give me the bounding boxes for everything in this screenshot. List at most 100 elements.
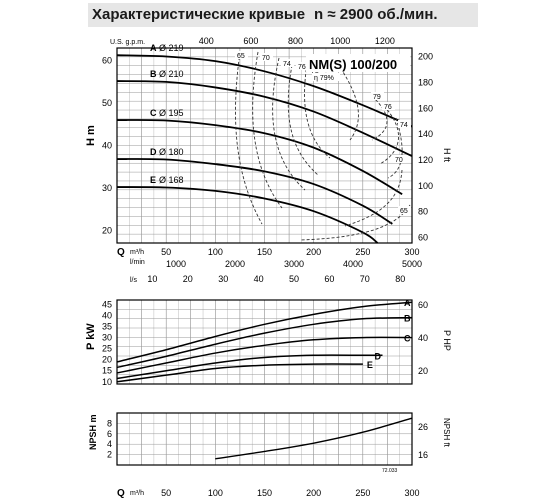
xaxis-lmin-tick: 5000 <box>402 259 422 269</box>
xaxis-ls-tick: 40 <box>254 274 264 284</box>
npsh-xaxis-q-letter: Q <box>117 488 125 499</box>
efficiency-label-bg <box>296 62 309 70</box>
head-ytick-label: 20 <box>102 225 112 235</box>
power-ytick-label: 45 <box>102 299 112 309</box>
npsh-xaxis-tick: 300 <box>404 488 419 498</box>
efficiency-label: 65 <box>237 53 245 60</box>
xaxis-lmin-tick: 1000 <box>166 259 186 269</box>
npsh-ylabel: NPSH m <box>88 414 98 450</box>
xaxis-lmin-tick: 4000 <box>343 259 363 269</box>
power-curve-a <box>116 301 413 363</box>
npsh-ytick-label: 8 <box>107 418 112 428</box>
xaxis-m3h-tick: 300 <box>404 247 419 257</box>
npsh-ytick-label: 4 <box>107 439 112 449</box>
head-ytick-right-label: 100 <box>418 181 433 191</box>
head-curve-letter-a: A <box>150 43 157 53</box>
power-curve-d <box>116 354 383 380</box>
npsh-xaxis-tick: 50 <box>161 488 171 498</box>
xaxis-lmin-unit: l/min <box>130 259 145 266</box>
model-label-bg <box>306 54 410 72</box>
power-curve-e <box>116 363 363 383</box>
head-curve-diameter-e: Ø 168 <box>159 175 184 185</box>
efficiency-label: 70 <box>262 55 270 62</box>
power-ytick-right-label: 40 <box>418 333 428 343</box>
power-ytick-label: 20 <box>102 355 112 365</box>
npsh-ylabel-right: NPSH ft <box>442 418 451 448</box>
head-curve-letter-c: C <box>150 108 157 118</box>
xaxis-m3h-tick: 100 <box>208 247 223 257</box>
head-ytick-right-label: 160 <box>418 103 433 113</box>
xaxis-ls-tick: 30 <box>218 274 228 284</box>
power-curve-b <box>116 316 413 369</box>
xaxis-q-letter: Q <box>117 247 125 258</box>
efficiency-curve <box>344 169 403 227</box>
efficiency-label-bg <box>398 206 411 214</box>
npsh-xaxis-unit: m³/h <box>130 490 144 497</box>
efficiency-label-bg <box>281 59 294 67</box>
efficiency-label: 79 <box>373 94 381 101</box>
xaxis-ls-unit: l/s <box>130 277 138 284</box>
efficiency-curve <box>299 204 411 241</box>
power-ytick-right-label: 20 <box>418 366 428 376</box>
xaxis-lmin-tick: 2000 <box>225 259 245 269</box>
xaxis-gpm-tick: 400 <box>199 36 214 46</box>
head-frame <box>116 47 413 244</box>
power-ytick-label: 40 <box>102 310 112 320</box>
efficiency-label: η 79% <box>314 75 334 82</box>
chart-title: Характеристические кривые <box>92 6 306 23</box>
power-ylabel-right: P HP <box>442 330 452 351</box>
head-curve-diameter-c: Ø 195 <box>159 108 184 118</box>
head-curve-diameter-d: Ø 180 <box>159 147 184 157</box>
efficiency-label-bg <box>382 102 395 110</box>
xaxis-ls-tick: 50 <box>289 274 299 284</box>
xaxis-ls-tick: 10 <box>147 274 157 284</box>
power-curve-label-d: D <box>375 351 382 361</box>
efficiency-label-bg <box>312 73 340 81</box>
head-curve-diameter-b: Ø 210 <box>159 69 184 79</box>
head-curve-letter-d: D <box>150 147 157 157</box>
head-curve-a <box>116 54 413 128</box>
efficiency-curve <box>272 57 306 191</box>
head-ytick-right-label: 180 <box>418 78 433 88</box>
efficiency-label: 76 <box>298 64 306 71</box>
model-label: NM(S) 100/200 <box>309 57 397 72</box>
power-curve-label-b: B <box>404 314 411 324</box>
efficiency-curve <box>379 105 399 165</box>
npsh-ytick-label: 6 <box>107 429 112 439</box>
xaxis-ls-tick: 70 <box>360 274 370 284</box>
drawing-code: 72.033 <box>382 468 398 474</box>
xaxis-m3h-tick: 50 <box>161 247 171 257</box>
xaxis-ls-tick: 20 <box>183 274 193 284</box>
efficiency-curve <box>371 95 388 141</box>
head-ylabel-right: H ft <box>442 148 452 163</box>
xaxis-ls-tick: 60 <box>324 274 334 284</box>
head-ytick-label: 40 <box>102 141 112 151</box>
power-ytick-label: 15 <box>102 366 112 376</box>
head-curve-e <box>116 186 379 244</box>
power-ytick-label: 35 <box>102 322 112 332</box>
power-ytick-right-label: 60 <box>418 300 428 310</box>
xaxis-m3h-tick: 250 <box>355 247 370 257</box>
head-curve-b <box>116 80 413 157</box>
power-ylabel: P kW <box>85 323 97 350</box>
npsh-ytick-right-label: 16 <box>418 450 428 460</box>
xaxis-gpm-tick: 1200 <box>375 36 395 46</box>
head-ylabel: H m <box>85 125 97 146</box>
power-frame <box>116 299 413 385</box>
head-ytick-right-label: 60 <box>418 233 428 243</box>
npsh-xaxis-tick: 150 <box>257 488 272 498</box>
npsh-xaxis-tick: 200 <box>306 488 321 498</box>
xaxis-ls-tick: 80 <box>395 274 405 284</box>
header-bar <box>88 3 478 27</box>
efficiency-curve <box>235 51 263 225</box>
power-curve-label-e: E <box>367 360 373 370</box>
head-ytick-right-label: 120 <box>418 155 433 165</box>
efficiency-label-bg <box>371 92 384 100</box>
npsh-frame <box>116 412 413 466</box>
head-curve-d <box>116 158 393 225</box>
efficiency-label-bg <box>235 51 248 59</box>
xaxis-gpm-tick: 800 <box>288 36 303 46</box>
head-ytick-right-label: 200 <box>418 52 433 62</box>
efficiency-curve <box>287 59 319 176</box>
